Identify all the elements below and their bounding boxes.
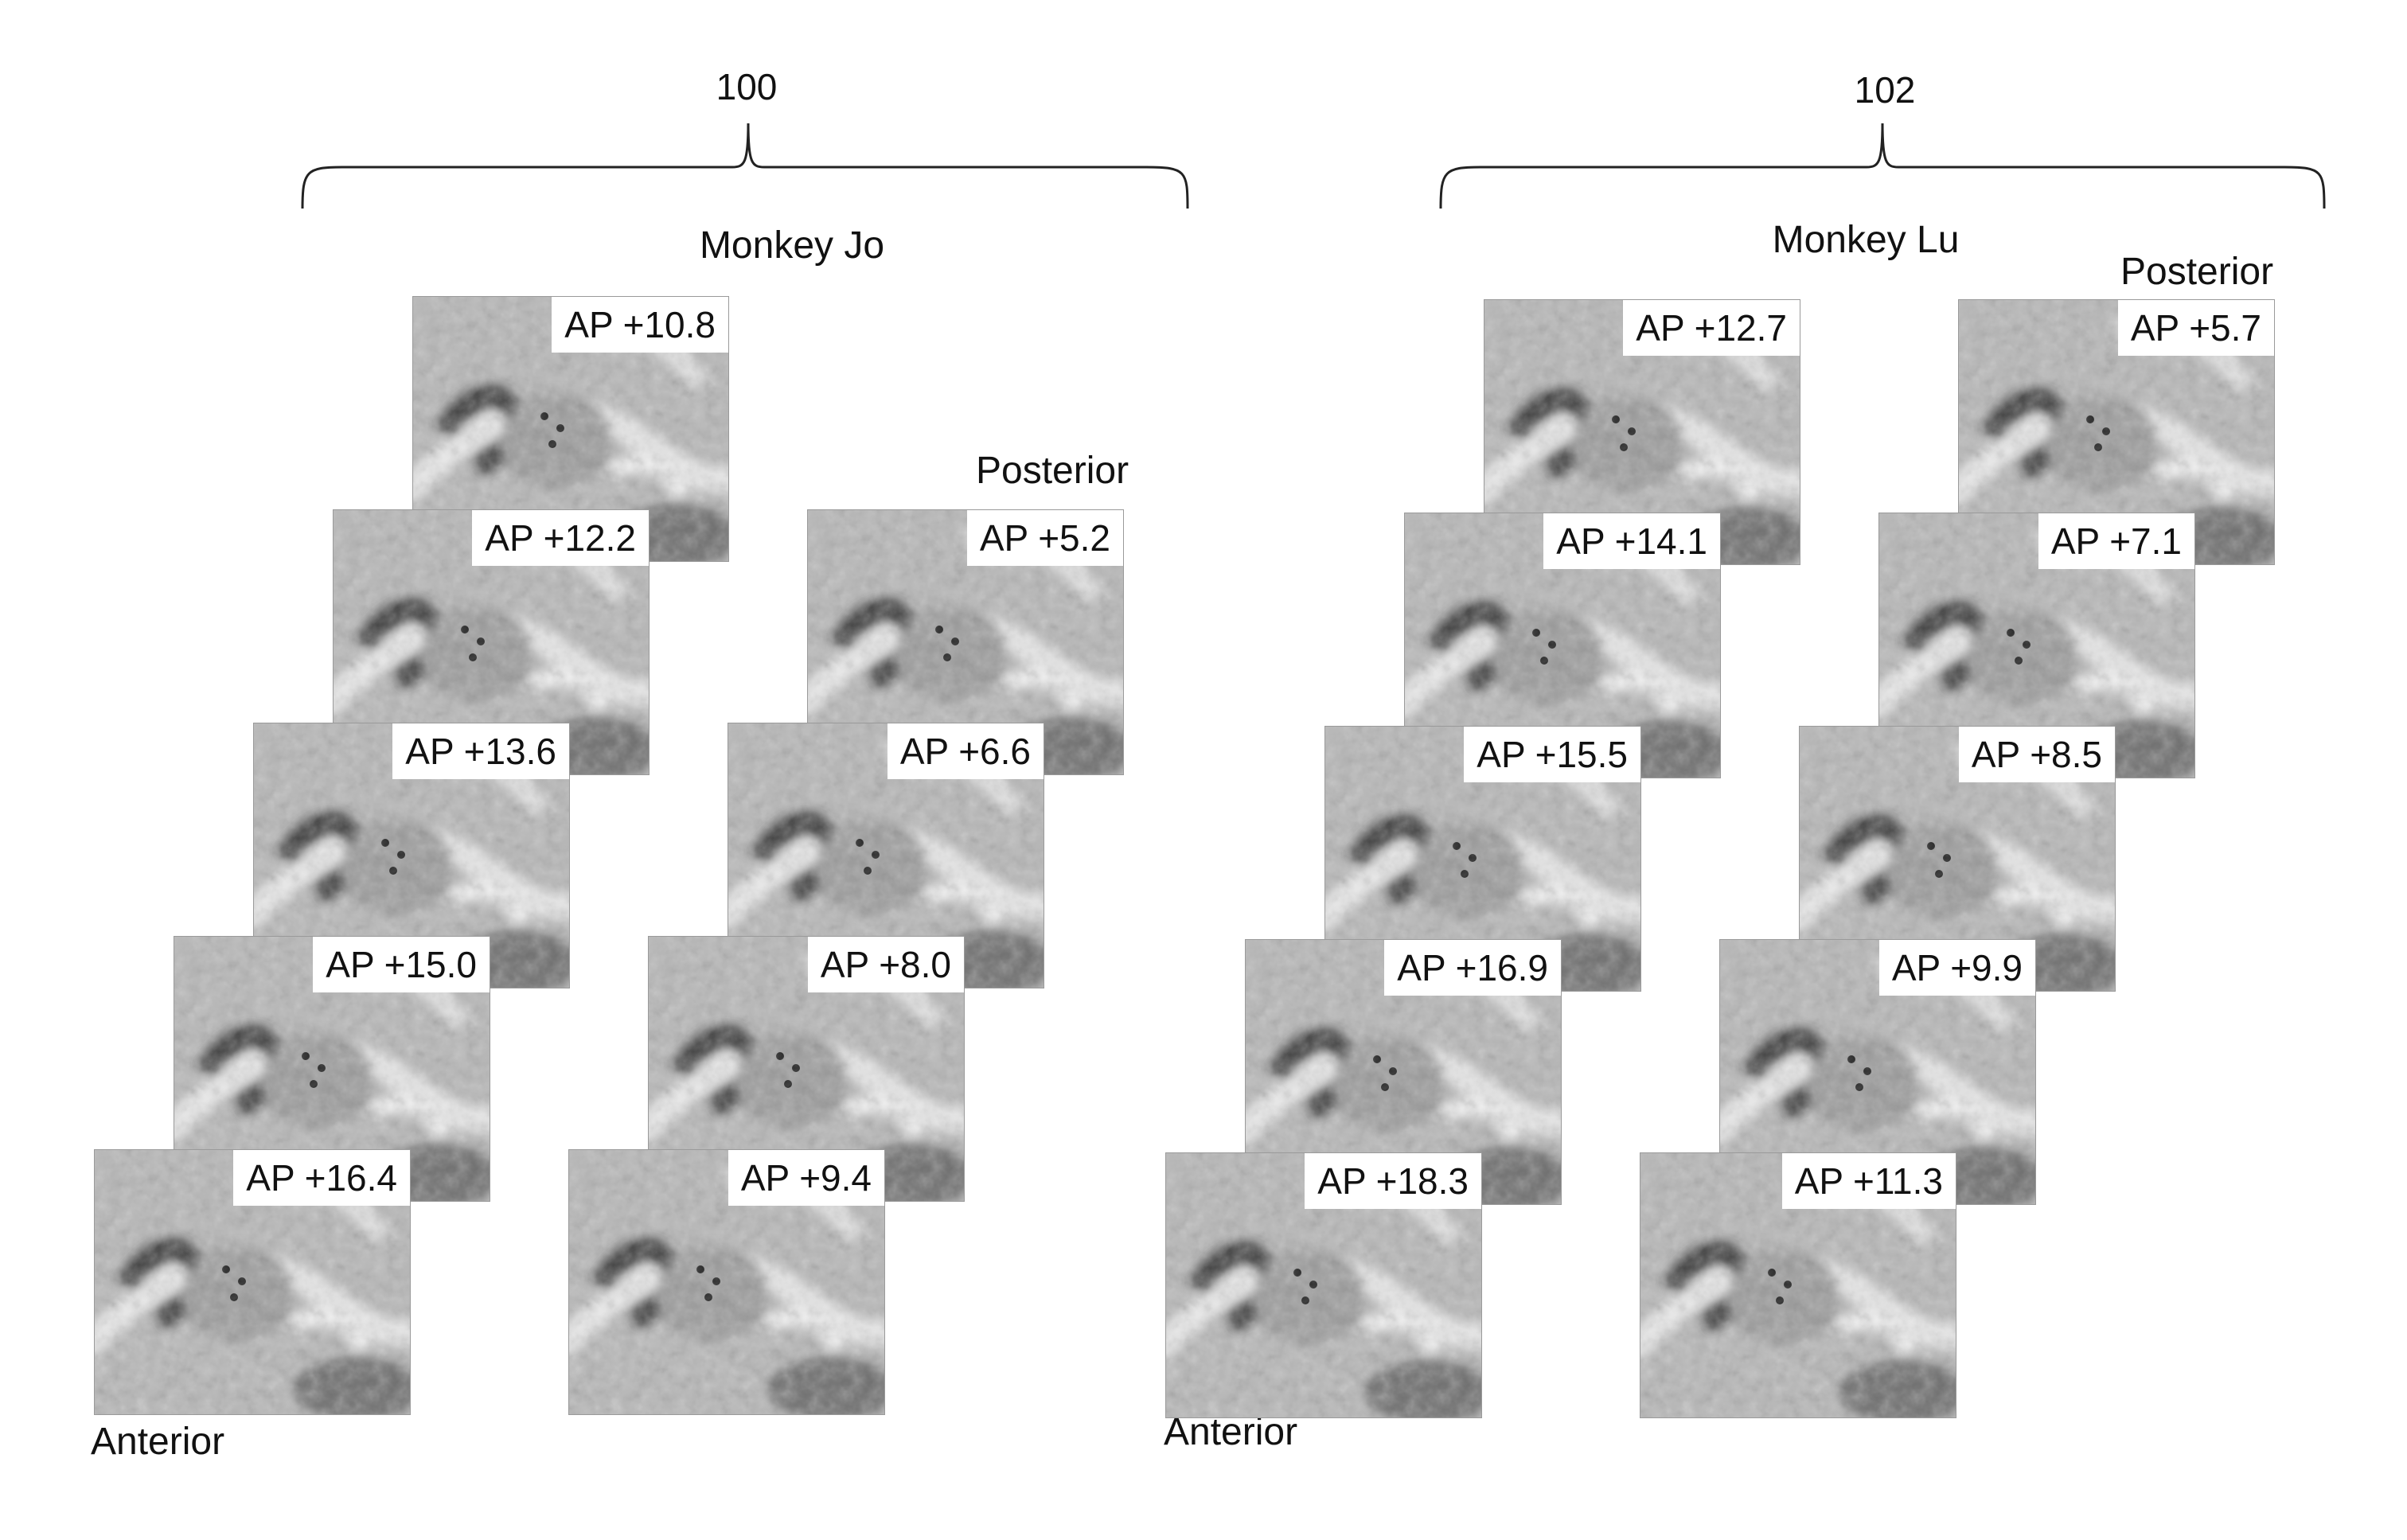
ap-coordinate-label: AP +16.9 [1384, 940, 1561, 996]
ap-coordinate-label: AP +8.5 [1959, 727, 2115, 782]
posterior-label-lu: Posterior [2120, 253, 2273, 291]
ap-coordinate-label: AP +9.9 [1879, 940, 2035, 996]
ap-coordinate-label: AP +18.3 [1305, 1153, 1481, 1209]
mri-slice-jo-b3: AP +9.4 [568, 1149, 885, 1415]
reference-number-100: 100 [716, 68, 778, 105]
ap-coordinate-label: AP +8.0 [808, 937, 964, 992]
group-title-monkey-lu: Monkey Lu [1773, 221, 1960, 259]
ap-coordinate-label: AP +15.0 [313, 937, 490, 992]
mri-slice-lu-a4: AP +18.3 [1165, 1152, 1482, 1418]
mri-slice-jo-a4: AP +16.4 [94, 1149, 411, 1415]
ap-coordinate-label: AP +14.1 [1543, 513, 1720, 569]
ap-coordinate-label: AP +7.1 [2038, 513, 2194, 569]
ap-coordinate-label: AP +16.4 [233, 1150, 410, 1206]
anterior-label-jo: Anterior [91, 1423, 224, 1461]
ap-coordinate-label: AP +13.6 [392, 723, 569, 779]
ap-coordinate-label: AP +9.4 [728, 1150, 884, 1206]
ap-coordinate-label: AP +6.6 [888, 723, 1044, 779]
ap-coordinate-label: AP +5.2 [967, 510, 1123, 566]
group-title-monkey-jo: Monkey Jo [700, 227, 884, 265]
ap-coordinate-label: AP +10.8 [552, 297, 728, 353]
mri-slice-lu-b4: AP +11.3 [1640, 1152, 1956, 1418]
anterior-label-lu: Anterior [1164, 1413, 1297, 1452]
ap-coordinate-label: AP +11.3 [1782, 1153, 1956, 1209]
ap-coordinate-label: AP +12.2 [472, 510, 649, 566]
reference-number-102: 102 [1855, 72, 1916, 108]
ap-coordinate-label: AP +15.5 [1464, 727, 1640, 782]
ap-coordinate-label: AP +5.7 [2118, 300, 2274, 356]
posterior-label-jo: Posterior [976, 452, 1129, 490]
ap-coordinate-label: AP +12.7 [1623, 300, 1800, 356]
